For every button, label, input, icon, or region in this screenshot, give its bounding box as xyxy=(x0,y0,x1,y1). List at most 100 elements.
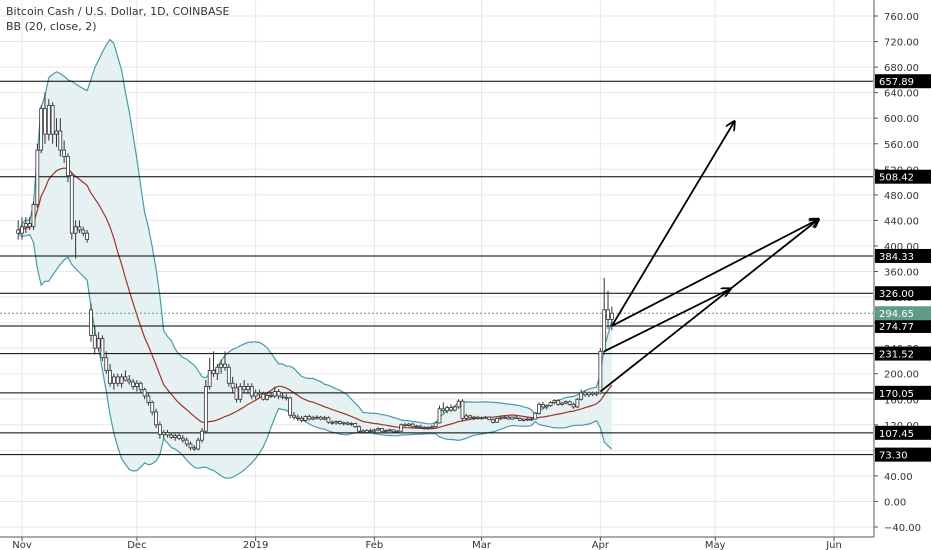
candle xyxy=(150,400,155,416)
candle-body xyxy=(609,312,614,320)
candle xyxy=(73,220,78,259)
candle-body xyxy=(422,426,427,429)
projection-arrow xyxy=(603,289,730,353)
candle xyxy=(315,415,319,420)
candle xyxy=(529,417,534,421)
candle xyxy=(525,417,530,421)
level-price-label: 657.89 xyxy=(879,77,914,88)
candle xyxy=(311,415,315,421)
candle-body xyxy=(533,412,538,420)
projection-arrows[interactable] xyxy=(599,121,818,393)
candle xyxy=(200,427,204,443)
candle xyxy=(96,332,101,352)
candle xyxy=(242,380,247,393)
candle-body xyxy=(177,435,181,439)
candle-body xyxy=(506,416,511,420)
candle-body xyxy=(203,386,208,432)
candle xyxy=(368,428,373,433)
y-tick-label: 40.00 xyxy=(884,472,913,483)
bb-lower-band xyxy=(17,232,613,479)
candle-body xyxy=(173,435,178,438)
candle-body xyxy=(58,130,63,151)
y-tick-label: 160.00 xyxy=(884,395,919,406)
candle-body xyxy=(192,447,197,450)
x-tick-label: Apr xyxy=(592,540,610,550)
candle xyxy=(380,427,384,433)
candle-body xyxy=(35,149,40,205)
candle xyxy=(506,415,511,420)
candle xyxy=(456,399,461,409)
candle-body xyxy=(380,428,384,432)
candle xyxy=(410,422,415,428)
candle xyxy=(406,422,411,427)
candle xyxy=(184,437,189,447)
candle xyxy=(349,422,354,427)
time-axis-bg xyxy=(0,537,932,550)
candle-body xyxy=(579,392,584,400)
candle xyxy=(31,201,36,230)
candle xyxy=(146,392,151,406)
candle xyxy=(246,383,250,395)
candle-body xyxy=(169,434,174,438)
candle-body xyxy=(575,398,580,408)
candle xyxy=(475,415,480,420)
candle-body xyxy=(50,105,55,135)
candle xyxy=(62,140,67,163)
candle-body xyxy=(541,403,545,408)
candle xyxy=(541,401,545,409)
candle xyxy=(376,427,381,432)
candle-body xyxy=(502,416,507,419)
candle xyxy=(249,383,254,400)
candle xyxy=(556,399,561,406)
candle xyxy=(609,306,614,331)
candle-body xyxy=(20,226,24,234)
candle xyxy=(35,143,40,208)
level-price-label-bg xyxy=(875,385,931,400)
candle xyxy=(326,416,331,424)
candle-body xyxy=(226,366,231,384)
x-tick-label: May xyxy=(705,540,726,550)
candle xyxy=(177,432,181,441)
candle-body xyxy=(211,370,216,375)
candle xyxy=(426,426,430,430)
candle-body xyxy=(399,424,404,432)
candle xyxy=(322,415,327,421)
horizontal-levels[interactable] xyxy=(0,80,873,456)
candle xyxy=(138,381,143,393)
candle xyxy=(20,217,24,240)
candle-body xyxy=(598,350,603,394)
candle xyxy=(288,396,293,419)
candle-body xyxy=(594,392,599,395)
candle-body xyxy=(303,416,308,421)
candle xyxy=(115,373,120,387)
candle xyxy=(502,415,507,420)
candle-body xyxy=(602,309,607,352)
candle xyxy=(173,433,178,441)
x-tick-label: Mar xyxy=(472,540,492,550)
candle-body xyxy=(391,429,396,433)
candle-body xyxy=(571,403,576,408)
candle xyxy=(46,99,51,141)
candle xyxy=(92,325,97,355)
candle-body xyxy=(464,415,469,419)
candle xyxy=(58,118,63,157)
candle-body xyxy=(46,105,51,135)
candle-body xyxy=(54,130,59,135)
candle xyxy=(464,413,469,421)
level-price-label: 73.30 xyxy=(879,451,908,462)
candle-body xyxy=(456,400,461,408)
level-price-label-bg xyxy=(875,169,931,184)
candle-body xyxy=(544,405,549,408)
candle-body xyxy=(196,439,201,450)
candle-body xyxy=(115,376,120,384)
candle-body xyxy=(257,392,262,395)
candle-body xyxy=(475,416,480,419)
candle-body xyxy=(548,402,553,407)
candle xyxy=(180,435,185,443)
candle-body xyxy=(479,417,484,420)
bollinger-bands xyxy=(17,38,613,479)
candle xyxy=(518,417,522,421)
candle xyxy=(299,415,304,423)
